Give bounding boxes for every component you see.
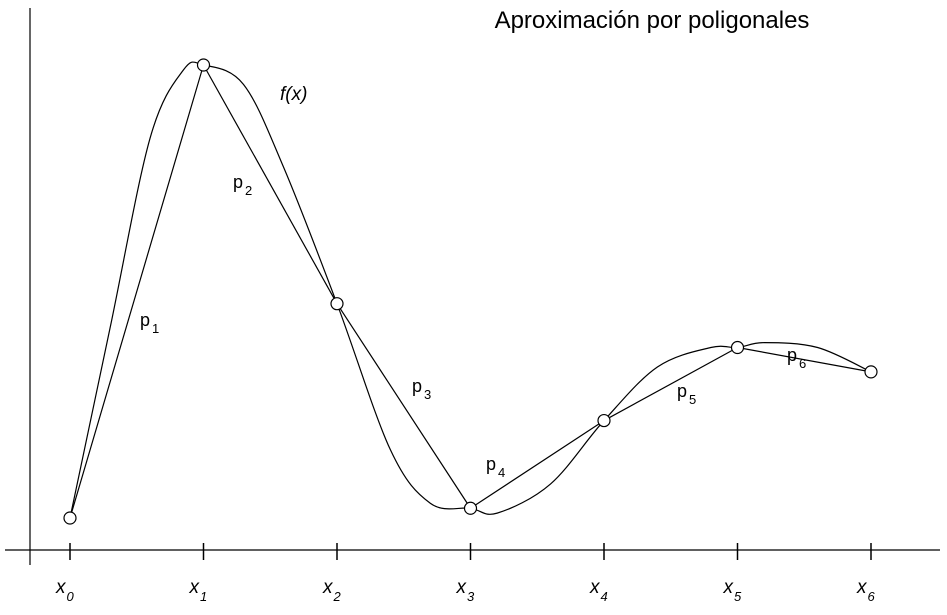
x-tick-label-3: x3: [456, 577, 476, 604]
curve-f: [69, 61, 872, 519]
x-tick-label-1: x1: [189, 577, 208, 604]
x-tick-label-5: x5: [723, 577, 743, 604]
node-x1: [196, 58, 211, 72]
segment-p1: [69, 64, 205, 519]
curve-layer: [69, 61, 872, 519]
curve-label: f(x): [280, 84, 307, 105]
x-tick-label-2: x2: [322, 577, 342, 604]
node-x0: [63, 511, 77, 525]
node-layer: [63, 58, 878, 525]
x-tick-label-6: x6: [856, 577, 876, 604]
x-tick-label-4: x4: [589, 577, 608, 604]
x-tick-label-0: x0: [55, 577, 75, 604]
segment-p3: [336, 303, 472, 509]
segment-p6: [737, 346, 872, 373]
segment-layer: [69, 64, 872, 519]
node-x6: [864, 365, 878, 379]
chart-title: Aproximación por poligonales: [495, 7, 810, 34]
node-x5: [730, 340, 745, 355]
tick-layer: x0 x1 x2 x3 x4 x5 x6: [55, 543, 876, 604]
segment-p5: [603, 346, 738, 422]
segment-p4: [470, 420, 605, 509]
node-x4: [597, 413, 611, 428]
node-x2: [330, 297, 344, 311]
node-x3: [463, 501, 478, 515]
segment-label-layer: p 1 p 2 p 3 p 4 p 5 p 6: [140, 172, 806, 480]
segment-p2: [202, 64, 338, 304]
